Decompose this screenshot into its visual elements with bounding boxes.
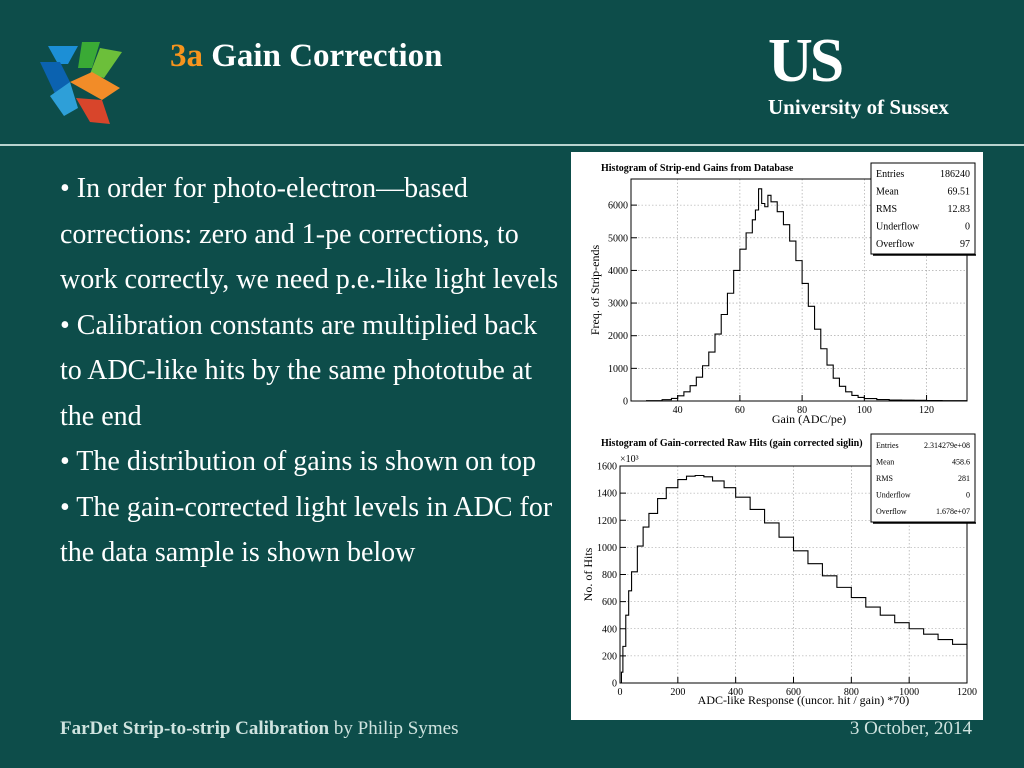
y-tick-label: 200 — [602, 651, 617, 662]
y-tick-label: 5000 — [608, 233, 628, 244]
title-text: Gain Correction — [211, 38, 443, 74]
footer-date: 3 October, 2014 — [849, 718, 972, 739]
stats-value: 281 — [958, 474, 970, 483]
stats-label: Overflow — [876, 239, 915, 250]
y-tick-label: 0 — [623, 397, 628, 408]
y-tick-label: 600 — [602, 597, 617, 608]
footer-author: by Philip Symes — [329, 718, 459, 739]
stats-value: 12.83 — [948, 204, 971, 215]
y-multiplier-label: ×10³ — [620, 454, 639, 465]
nova-logo-icon — [40, 42, 122, 124]
x-tick-label: 40 — [673, 405, 683, 416]
bullet-item: • The gain-corrected light levels in ADC… — [60, 491, 553, 569]
stats-value: 0 — [966, 491, 970, 500]
bullet-item: • The distribution of gains is shown on … — [60, 446, 536, 477]
university-logo: US University of Sussex — [768, 30, 949, 119]
x-tick-label: 600 — [786, 687, 801, 698]
stats-box — [870, 433, 976, 523]
stats-box — [870, 162, 976, 255]
chart-panel-1: Histogram of Strip-end Gains from Databa… — [588, 162, 976, 426]
x-tick-label: 1000 — [899, 687, 919, 698]
chart-title: Histogram of Gain-corrected Raw Hits (ga… — [601, 438, 863, 449]
title-number: 3a — [170, 38, 203, 74]
y-tick-label: 400 — [602, 624, 617, 635]
university-logo-name: University of Sussex — [768, 95, 949, 119]
plot-frame — [630, 178, 968, 402]
y-tick-label: 1600 — [597, 462, 617, 473]
y-tick-label: 1200 — [597, 516, 617, 527]
bullet-list: • In order for photo-electron—based corr… — [60, 166, 565, 576]
x-tick-label: 80 — [797, 405, 807, 416]
stats-label: Mean — [876, 458, 894, 467]
stats-value: 458.6 — [952, 458, 970, 467]
y-tick-label: 1400 — [597, 489, 617, 500]
histogram-series — [631, 188, 968, 402]
stats-label: RMS — [876, 204, 897, 215]
stats-value: 1.678e+07 — [936, 507, 970, 516]
slide-title: 3a Gain Correction — [170, 38, 443, 75]
bullet-item: • Calibration constants are multiplied b… — [60, 309, 538, 432]
stats-label: Underflow — [876, 491, 911, 500]
x-tick-label: 800 — [844, 687, 859, 698]
x-axis-label: Gain (ADC/pe) — [772, 412, 846, 426]
y-tick-label: 4000 — [608, 266, 628, 277]
y-tick-label: 1000 — [597, 543, 617, 554]
stats-label: Overflow — [876, 507, 907, 516]
y-tick-label: 6000 — [608, 201, 628, 212]
y-tick-label: 800 — [602, 570, 617, 581]
y-tick-label: 1000 — [608, 364, 628, 375]
stats-label: Entries — [876, 169, 904, 180]
university-logo-mark: US — [768, 27, 844, 95]
footer-presentation: FarDet Strip-to-strip Calibration by Phi… — [60, 718, 458, 740]
bullet-item: • In order for photo-electron—based corr… — [60, 173, 559, 295]
histogram-series — [620, 474, 968, 684]
y-tick-label: 0 — [612, 679, 617, 690]
stats-value: 2.314279e+08 — [924, 441, 970, 450]
y-tick-label: 3000 — [608, 299, 628, 310]
x-tick-label: 200 — [670, 687, 685, 698]
x-tick-label: 120 — [919, 405, 934, 416]
stats-value: 97 — [960, 239, 970, 250]
stats-value: 0 — [965, 222, 970, 233]
x-tick-label: 1200 — [957, 687, 977, 698]
y-tick-label: 2000 — [608, 331, 628, 342]
y-axis-label: Freq. of Strip-ends — [588, 245, 602, 336]
stats-label: Underflow — [876, 222, 920, 233]
x-tick-label: 100 — [857, 405, 872, 416]
stats-label: Mean — [876, 187, 899, 198]
header-divider — [0, 144, 1024, 146]
stats-label: Entries — [876, 441, 899, 450]
x-tick-label: 0 — [618, 687, 623, 698]
chart-title: Histogram of Strip-end Gains from Databa… — [601, 163, 794, 174]
y-axis-label: No. of Hits — [581, 547, 595, 601]
chart-panel-2: Histogram of Gain-corrected Raw Hits (ga… — [581, 433, 977, 707]
x-tick-label: 60 — [735, 405, 745, 416]
stats-value: 186240 — [940, 169, 970, 180]
x-axis-label: ADC-like Response ((uncor. hit / gain) *… — [698, 693, 910, 707]
stats-label: RMS — [876, 474, 893, 483]
figure-panel: Histogram of Strip-end Gains from Databa… — [571, 152, 983, 720]
footer-title: FarDet Strip-to-strip Calibration — [60, 718, 330, 739]
x-tick-label: 400 — [728, 687, 743, 698]
stats-value: 69.51 — [948, 187, 971, 198]
histogram-figure: Histogram of Strip-end Gains from Databa… — [581, 162, 977, 707]
